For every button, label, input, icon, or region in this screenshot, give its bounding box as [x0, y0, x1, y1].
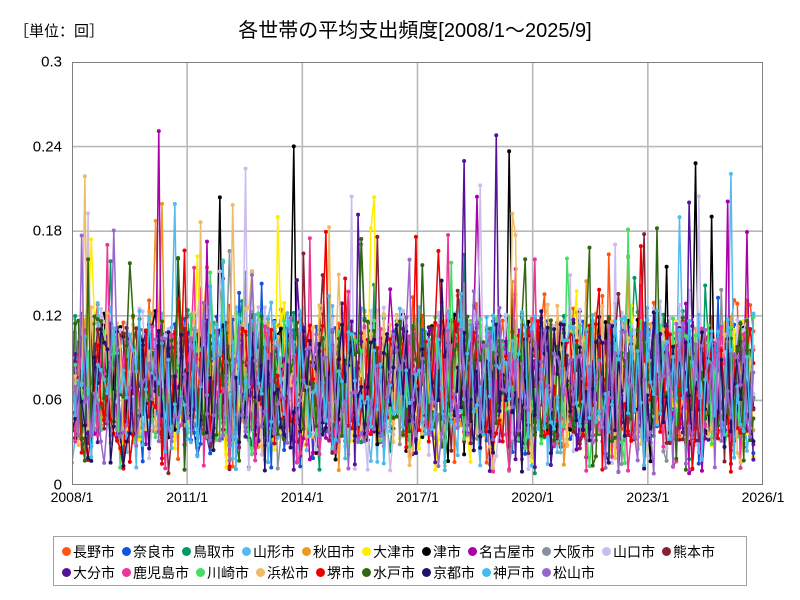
- page-title: 各世帯の平均支出頻度[2008/1～2025/9]: [238, 20, 592, 42]
- legend-item-長野市[interactable]: 長野市: [62, 545, 115, 559]
- legend-marker-icon: [122, 568, 131, 577]
- legend-label: 鹿児島市: [133, 564, 189, 581]
- x-axis-tick-label: 2020/1: [511, 489, 555, 505]
- legend-label: 奈良市: [133, 543, 175, 560]
- legend-label: 長野市: [73, 543, 115, 560]
- legend-item-名古屋市[interactable]: 名古屋市: [468, 545, 535, 559]
- plot-area: [72, 62, 763, 485]
- legend-label: 京都市: [433, 564, 475, 581]
- legend-label: 水戸市: [373, 564, 415, 581]
- y-axis-tick-label: 0.24: [32, 138, 62, 156]
- legend-label: 堺市: [327, 564, 355, 581]
- legend-marker-icon: [62, 547, 71, 556]
- legend-item-京都市[interactable]: 京都市: [422, 566, 475, 580]
- legend-label: 名古屋市: [479, 543, 535, 560]
- legend-item-津市[interactable]: 津市: [422, 545, 461, 559]
- legend-item-鹿児島市[interactable]: 鹿児島市: [122, 566, 189, 580]
- legend-marker-icon: [542, 568, 551, 577]
- series-canvas: [72, 62, 763, 485]
- legend-marker-icon: [122, 547, 131, 556]
- x-axis-tick-label: 2014/1: [280, 489, 324, 505]
- x-axis-tick-label: 2011/1: [166, 489, 209, 505]
- legend-item-山形市[interactable]: 山形市: [242, 545, 295, 559]
- legend-marker-icon: [542, 547, 551, 556]
- legend-label: 浜松市: [267, 564, 309, 581]
- legend-item-熊本市[interactable]: 熊本市: [662, 545, 715, 559]
- legend-label: 大分市: [73, 564, 115, 581]
- y-axis-tick-label: 0: [53, 476, 62, 494]
- x-axis-tick-label: 2023/1: [626, 489, 670, 505]
- legend-label: 秋田市: [313, 543, 355, 560]
- legend-item-松山市[interactable]: 松山市: [542, 566, 595, 580]
- legend-row-2: 大分市 鹿児島市 川崎市 浜松市 堺市 水戸市 京都市 神戸市 松山市: [62, 562, 740, 583]
- legend-item-大分市[interactable]: 大分市: [62, 566, 115, 580]
- legend-marker-icon: [256, 568, 265, 577]
- x-axis-tick-label: 2017/1: [396, 489, 439, 505]
- legend-marker-icon: [602, 547, 611, 556]
- legend-marker-icon: [482, 568, 491, 577]
- y-axis-tick-label: 0.12: [32, 307, 62, 325]
- legend-marker-icon: [662, 547, 671, 556]
- legend-label: 山形市: [253, 543, 295, 560]
- legend-item-大津市[interactable]: 大津市: [362, 545, 415, 559]
- legend-marker-icon: [362, 547, 371, 556]
- y-axis-tick-label: 0.3: [41, 53, 62, 71]
- legend-marker-icon: [316, 568, 325, 577]
- legend-label: 大津市: [373, 543, 415, 560]
- legend: 長野市 奈良市 鳥取市 山形市 秋田市 大津市 津市 名古屋市 大阪市 山口市 熊本市 大分市 鹿児島…: [53, 536, 747, 586]
- legend-label: 熊本市: [673, 543, 715, 560]
- y-axis-tick-label: 0.18: [32, 222, 62, 240]
- y-axis-tick-label: 0.06: [32, 391, 62, 409]
- legend-marker-icon: [468, 547, 477, 556]
- unit-label: ［単位：回］: [14, 23, 105, 40]
- legend-marker-icon: [422, 547, 431, 556]
- legend-marker-icon: [302, 547, 311, 556]
- legend-marker-icon: [362, 568, 371, 577]
- series-20: [72, 228, 756, 476]
- legend-row-1: 長野市 奈良市 鳥取市 山形市 秋田市 大津市 津市 名古屋市 大阪市 山口市 熊本市: [62, 541, 740, 562]
- legend-marker-icon: [242, 547, 251, 556]
- x-axis-tick-label: 2008/1: [50, 489, 94, 505]
- legend-item-鳥取市[interactable]: 鳥取市: [182, 545, 235, 559]
- legend-item-奈良市[interactable]: 奈良市: [122, 545, 175, 559]
- legend-item-大阪市[interactable]: 大阪市: [542, 545, 595, 559]
- legend-label: 津市: [433, 543, 461, 560]
- legend-label: 大阪市: [553, 543, 595, 560]
- legend-item-秋田市[interactable]: 秋田市: [302, 545, 355, 559]
- legend-label: 鳥取市: [193, 543, 235, 560]
- x-axis-tick-label: 2026/1: [741, 489, 785, 505]
- legend-item-山口市[interactable]: 山口市: [602, 545, 655, 559]
- data-series-group: [72, 129, 756, 476]
- legend-marker-icon: [182, 547, 191, 556]
- legend-item-堺市[interactable]: 堺市: [316, 566, 355, 580]
- legend-label: 山口市: [613, 543, 655, 560]
- legend-marker-icon: [62, 568, 71, 577]
- legend-marker-icon: [196, 568, 205, 577]
- legend-label: 神戸市: [493, 564, 535, 581]
- legend-item-水戸市[interactable]: 水戸市: [362, 566, 415, 580]
- legend-item-浜松市[interactable]: 浜松市: [256, 566, 309, 580]
- legend-label: 松山市: [553, 564, 595, 581]
- legend-item-川崎市[interactable]: 川崎市: [196, 566, 249, 580]
- legend-label: 川崎市: [207, 564, 249, 581]
- legend-item-神戸市[interactable]: 神戸市: [482, 566, 535, 580]
- legend-marker-icon: [422, 568, 431, 577]
